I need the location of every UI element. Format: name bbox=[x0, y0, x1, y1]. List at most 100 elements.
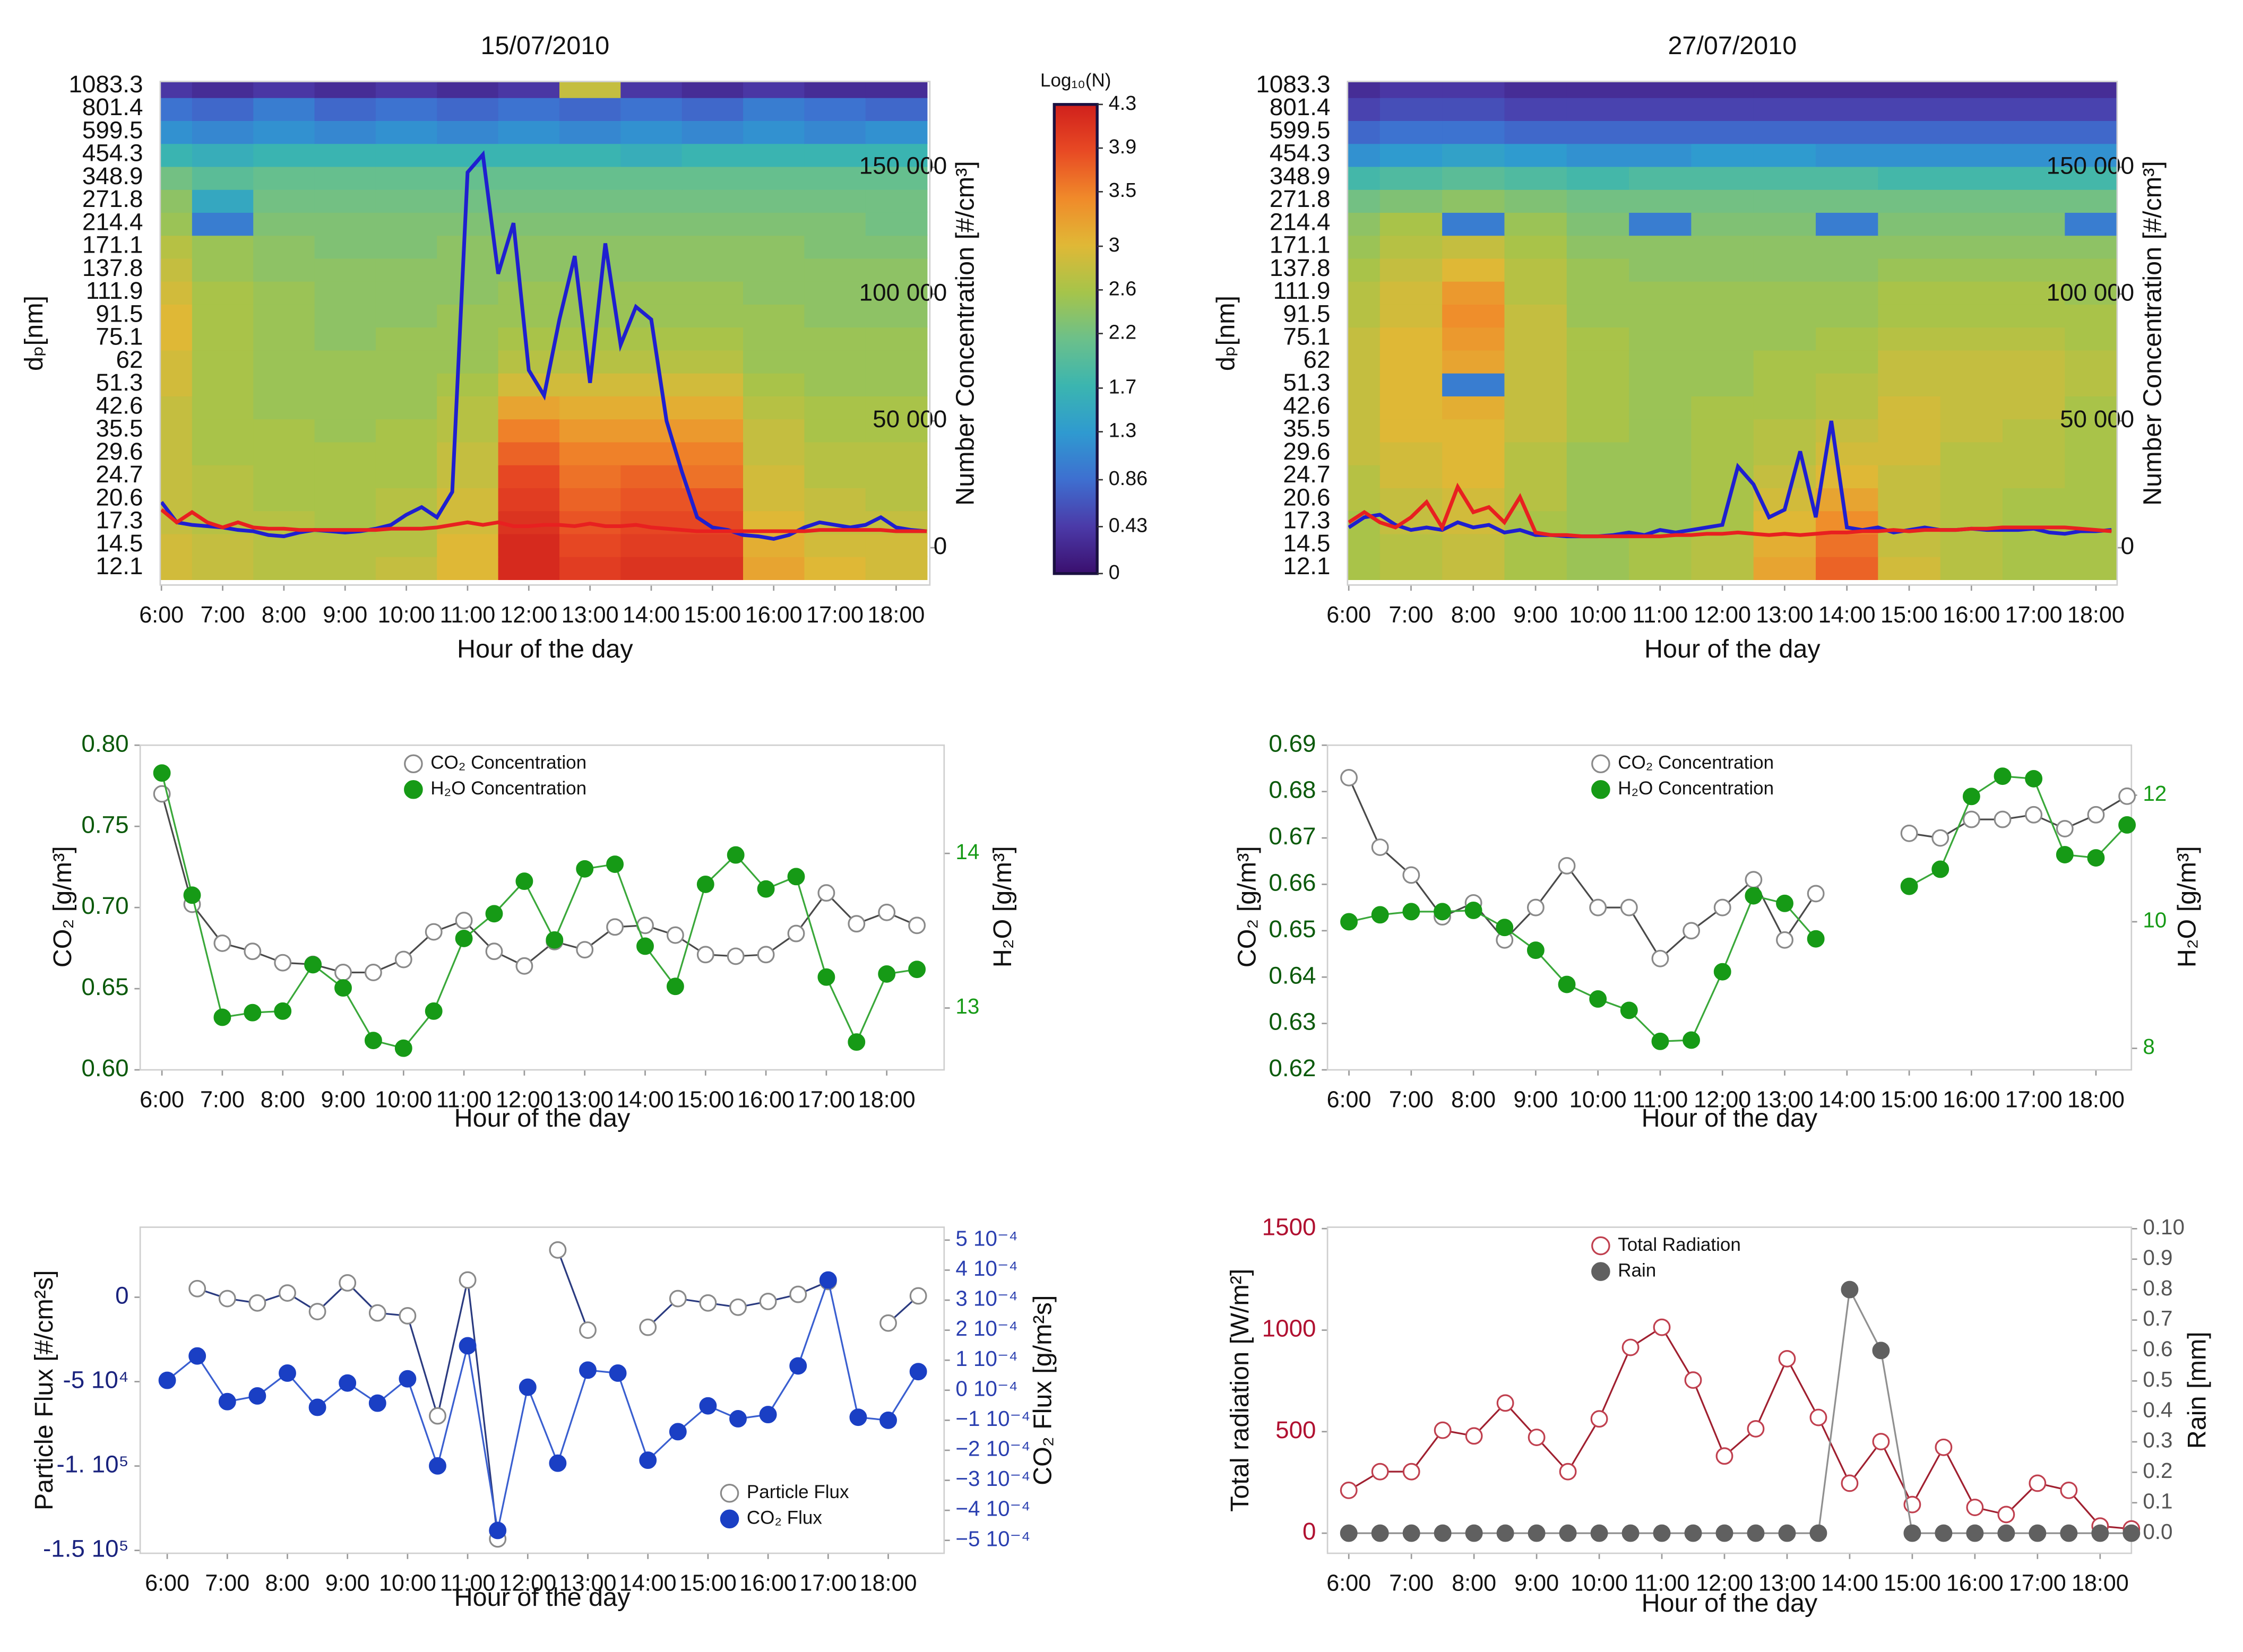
data-point bbox=[218, 1392, 236, 1411]
data-point bbox=[153, 764, 171, 782]
data-point bbox=[1590, 1524, 1608, 1542]
heatmap-cell bbox=[681, 464, 744, 488]
x-tick-label: 8:00 bbox=[262, 602, 306, 628]
heatmap-cell bbox=[743, 280, 805, 305]
y2-tick-label: 0.1 bbox=[2143, 1489, 2172, 1513]
heatmap-cell bbox=[160, 188, 193, 213]
heatmap-cell bbox=[437, 349, 499, 374]
heatmap-cell bbox=[1691, 280, 1755, 305]
heatmap-cell bbox=[1816, 556, 1879, 580]
heatmap-cell bbox=[1691, 119, 1755, 144]
x-tick-label: 8:00 bbox=[265, 1571, 310, 1596]
y2-tick-label: 50 000 bbox=[873, 405, 947, 433]
data-point bbox=[1745, 887, 1763, 905]
data-point bbox=[1371, 838, 1389, 856]
heatmap-cell bbox=[1816, 188, 1879, 213]
plot-frame bbox=[1347, 81, 2118, 586]
heatmap-cell bbox=[2002, 487, 2066, 512]
heatmap-cell bbox=[160, 234, 193, 259]
heatmap-cell bbox=[1379, 303, 1443, 328]
x-tick-label: 16:00 bbox=[745, 602, 803, 628]
heatmap-cell bbox=[1816, 280, 1879, 305]
x-tick-label: 6:00 bbox=[1326, 1571, 1371, 1596]
heatmap-cell bbox=[1566, 487, 1630, 512]
data-point bbox=[909, 1363, 927, 1381]
y2-tick-label: 12 bbox=[2143, 781, 2167, 806]
data-point bbox=[218, 1290, 236, 1308]
heatmap-cell bbox=[192, 303, 254, 328]
y-tick-label: 214.4 bbox=[82, 208, 143, 235]
heatmap-cell bbox=[2065, 280, 2117, 305]
y2-axis-label: H₂O [g/m³] bbox=[2172, 846, 2201, 967]
y-tick-label: 348.9 bbox=[1270, 162, 1331, 189]
heatmap-cell bbox=[437, 326, 499, 351]
heatmap-cell bbox=[498, 326, 560, 351]
heatmap-cell bbox=[1566, 395, 1630, 420]
heatmap-cell bbox=[253, 326, 315, 351]
heatmap-cell bbox=[498, 188, 560, 213]
heatmap-cell bbox=[1442, 142, 1505, 167]
heatmap-cell bbox=[1691, 532, 1755, 557]
heatmap-cell bbox=[314, 257, 377, 282]
data-point bbox=[459, 1337, 477, 1355]
data-point bbox=[606, 918, 624, 936]
x-tick-label: 11:00 bbox=[436, 1087, 492, 1113]
heatmap-cell bbox=[192, 326, 254, 351]
heatmap-cell bbox=[1816, 326, 1879, 351]
heatmap-cell bbox=[1504, 395, 1568, 420]
heatmap-cell bbox=[1878, 81, 1942, 98]
heatmap-cell bbox=[2065, 556, 2117, 580]
y2-tick-label: −3 10⁻⁴ bbox=[955, 1466, 1030, 1491]
data-point bbox=[1962, 788, 1980, 806]
heatmap-cell bbox=[620, 395, 683, 420]
heatmap-cell bbox=[1629, 81, 1692, 98]
heatmap-cell bbox=[437, 440, 499, 465]
heatmap-cell bbox=[1347, 97, 1381, 121]
heatmap-cell bbox=[559, 303, 622, 328]
data-point bbox=[188, 1279, 206, 1298]
heatmap-cell bbox=[804, 395, 867, 420]
data-point bbox=[2118, 787, 2136, 805]
data-point bbox=[425, 923, 443, 941]
heatmap-cell bbox=[865, 257, 928, 282]
x-tick-label: 14:00 bbox=[1818, 1087, 1876, 1113]
data-point bbox=[879, 1411, 897, 1429]
heatmap-cell bbox=[253, 464, 315, 488]
heatmap-cell bbox=[498, 556, 560, 580]
heatmap-cell bbox=[314, 395, 377, 420]
data-point bbox=[2087, 849, 2105, 867]
heatmap-cell bbox=[1442, 464, 1505, 488]
series-line bbox=[1348, 1326, 2132, 1530]
heatmap-cell bbox=[743, 487, 805, 512]
data-point bbox=[639, 1318, 657, 1336]
heatmap-cell bbox=[1504, 464, 1568, 488]
heatmap-cell bbox=[253, 234, 315, 259]
heatmap-cell bbox=[804, 81, 867, 98]
y-tick-label: 171.1 bbox=[1270, 231, 1331, 258]
heatmap-cell bbox=[804, 97, 867, 121]
heatmap-cell bbox=[1504, 418, 1568, 443]
heatmap-cell bbox=[1878, 257, 1942, 282]
data-point bbox=[489, 1521, 507, 1539]
data-point bbox=[1653, 1318, 1671, 1336]
heatmap-cell bbox=[1629, 188, 1692, 213]
data-point bbox=[1528, 1524, 1546, 1542]
data-point bbox=[1465, 1524, 1483, 1542]
x-tick-label: 9:00 bbox=[1513, 602, 1558, 628]
x-tick-label: 17:00 bbox=[799, 1571, 857, 1596]
data-point bbox=[279, 1364, 296, 1382]
heatmap-cell bbox=[743, 165, 805, 190]
x-tick-label: 16:00 bbox=[1943, 1087, 2000, 1113]
y2-axis-label: CO₂ Flux [g/m²s] bbox=[1028, 1295, 1057, 1485]
x-tick-label: 16:00 bbox=[739, 1571, 797, 1596]
y2-tick-label: 0.3 bbox=[2143, 1428, 2172, 1452]
data-point bbox=[368, 1304, 386, 1322]
data-point bbox=[339, 1374, 357, 1392]
x-tick-label: 16:00 bbox=[1943, 602, 2000, 628]
data-point bbox=[1997, 1506, 2015, 1524]
heatmap-cell bbox=[681, 119, 744, 144]
heatmap-cell bbox=[1347, 349, 1381, 374]
heatmap-cell bbox=[1504, 97, 1568, 121]
heatmap-cell bbox=[865, 165, 928, 190]
y-tick-label: 1500 bbox=[1262, 1213, 1316, 1240]
